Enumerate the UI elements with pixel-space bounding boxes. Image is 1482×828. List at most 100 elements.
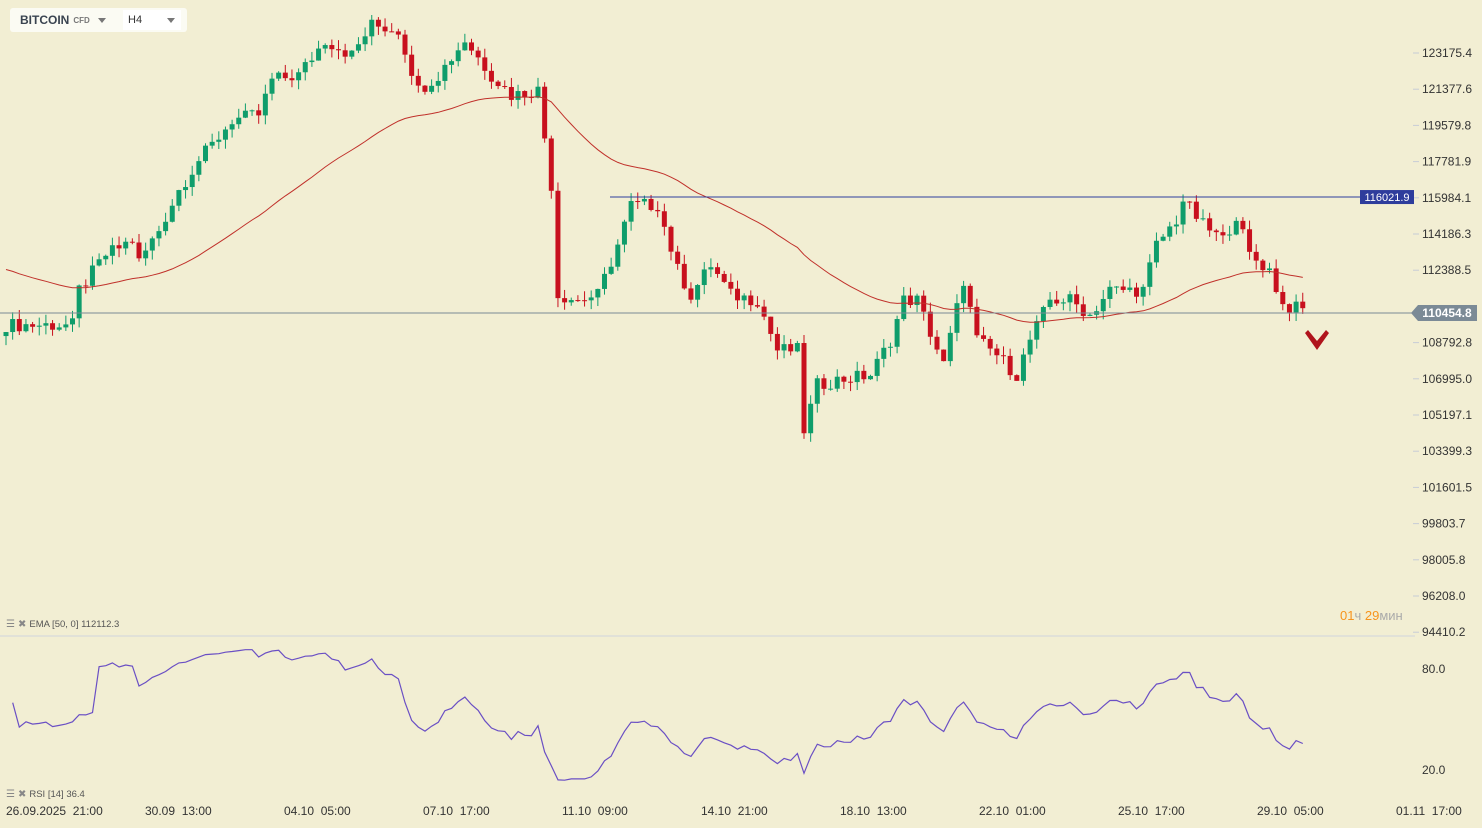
candle[interactable] — [1040, 305, 1046, 329]
candle[interactable] — [874, 351, 880, 382]
candle[interactable] — [1007, 348, 1013, 380]
candle[interactable] — [143, 242, 149, 266]
candle[interactable] — [1213, 228, 1219, 241]
candle[interactable] — [854, 361, 860, 391]
candle[interactable] — [535, 77, 541, 99]
candle[interactable] — [475, 46, 481, 66]
candle[interactable] — [1054, 290, 1060, 306]
candle[interactable] — [1080, 296, 1086, 322]
candle[interactable] — [588, 290, 594, 310]
candle[interactable] — [163, 212, 169, 236]
candle[interactable] — [482, 48, 488, 80]
candle[interactable] — [655, 201, 661, 218]
candle[interactable] — [136, 233, 142, 262]
candle[interactable] — [1087, 312, 1093, 317]
candle[interactable] — [808, 395, 814, 442]
candle[interactable] — [801, 334, 807, 439]
candle[interactable] — [1160, 233, 1166, 242]
candle[interactable] — [1247, 220, 1253, 260]
candle[interactable] — [395, 28, 401, 40]
candle[interactable] — [761, 299, 767, 321]
candle[interactable] — [1233, 217, 1239, 236]
candle[interactable] — [542, 82, 548, 143]
candle[interactable] — [1173, 215, 1179, 235]
candle[interactable] — [382, 18, 388, 37]
candle[interactable] — [362, 27, 368, 52]
symbol-name[interactable]: BITCOIN — [20, 13, 70, 27]
candle[interactable] — [36, 317, 42, 336]
candle[interactable] — [342, 43, 348, 64]
candle[interactable] — [1220, 224, 1226, 244]
candle[interactable] — [429, 79, 435, 95]
candle[interactable] — [402, 29, 408, 63]
candle[interactable] — [176, 189, 182, 212]
candle[interactable] — [83, 279, 89, 294]
candle[interactable] — [582, 291, 588, 307]
candle[interactable] — [921, 290, 927, 321]
candle[interactable] — [1047, 292, 1053, 310]
candle[interactable] — [1140, 284, 1146, 306]
candle[interactable] — [1273, 259, 1279, 294]
candle[interactable] — [1120, 279, 1126, 293]
candle[interactable] — [249, 109, 255, 116]
candle[interactable] — [149, 236, 155, 260]
candle[interactable] — [16, 310, 22, 336]
candle[interactable] — [548, 135, 554, 199]
candle[interactable] — [728, 273, 734, 295]
candle[interactable] — [695, 284, 701, 308]
candle[interactable] — [1107, 280, 1113, 308]
candle[interactable] — [1180, 194, 1186, 234]
candle[interactable] — [1134, 282, 1139, 304]
indicator-settings-icon[interactable]: ☰ — [6, 789, 15, 800]
candle[interactable] — [169, 199, 175, 223]
candle[interactable] — [222, 126, 228, 149]
candle[interactable] — [56, 323, 62, 332]
candle[interactable] — [1207, 212, 1213, 237]
candle[interactable] — [615, 239, 621, 271]
candle[interactable] — [841, 375, 847, 389]
candle[interactable] — [103, 254, 109, 265]
candle[interactable] — [129, 238, 135, 245]
candle[interactable] — [156, 225, 162, 247]
candle[interactable] — [236, 108, 242, 129]
candle[interactable] — [3, 332, 9, 346]
candle[interactable] — [668, 225, 674, 261]
candle[interactable] — [389, 23, 395, 33]
candle[interactable] — [1067, 290, 1073, 312]
candle[interactable] — [422, 85, 428, 95]
candle[interactable] — [96, 253, 102, 267]
candle[interactable] — [628, 193, 634, 231]
candle[interactable] — [449, 59, 455, 74]
candle[interactable] — [608, 257, 614, 275]
candle[interactable] — [688, 282, 694, 304]
candle[interactable] — [1100, 289, 1106, 320]
candle[interactable] — [116, 236, 122, 258]
candle[interactable] — [1286, 303, 1292, 322]
candle[interactable] — [50, 320, 56, 336]
candle[interactable] — [302, 58, 308, 81]
candle[interactable] — [748, 290, 754, 312]
candle[interactable] — [1147, 254, 1153, 296]
candle[interactable] — [269, 72, 275, 101]
candle[interactable] — [881, 339, 887, 368]
candle[interactable] — [1034, 315, 1040, 349]
candle[interactable] — [415, 68, 421, 93]
candle[interactable] — [262, 84, 268, 125]
candle[interactable] — [907, 287, 913, 308]
candle[interactable] — [1114, 286, 1120, 294]
candle[interactable] — [289, 69, 295, 88]
candle[interactable] — [455, 42, 461, 67]
candle[interactable] — [887, 342, 893, 357]
candle[interactable] — [648, 194, 654, 212]
candle[interactable] — [821, 374, 827, 396]
symbol-dropdown-icon[interactable] — [97, 17, 106, 23]
candle[interactable] — [954, 294, 960, 342]
candle[interactable] — [522, 90, 528, 106]
candle[interactable] — [43, 314, 49, 335]
candle[interactable] — [369, 15, 375, 46]
candle[interactable] — [242, 103, 248, 119]
candle[interactable] — [927, 302, 933, 345]
candle[interactable] — [635, 192, 641, 209]
candle[interactable] — [109, 237, 115, 265]
candle[interactable] — [994, 344, 1000, 365]
